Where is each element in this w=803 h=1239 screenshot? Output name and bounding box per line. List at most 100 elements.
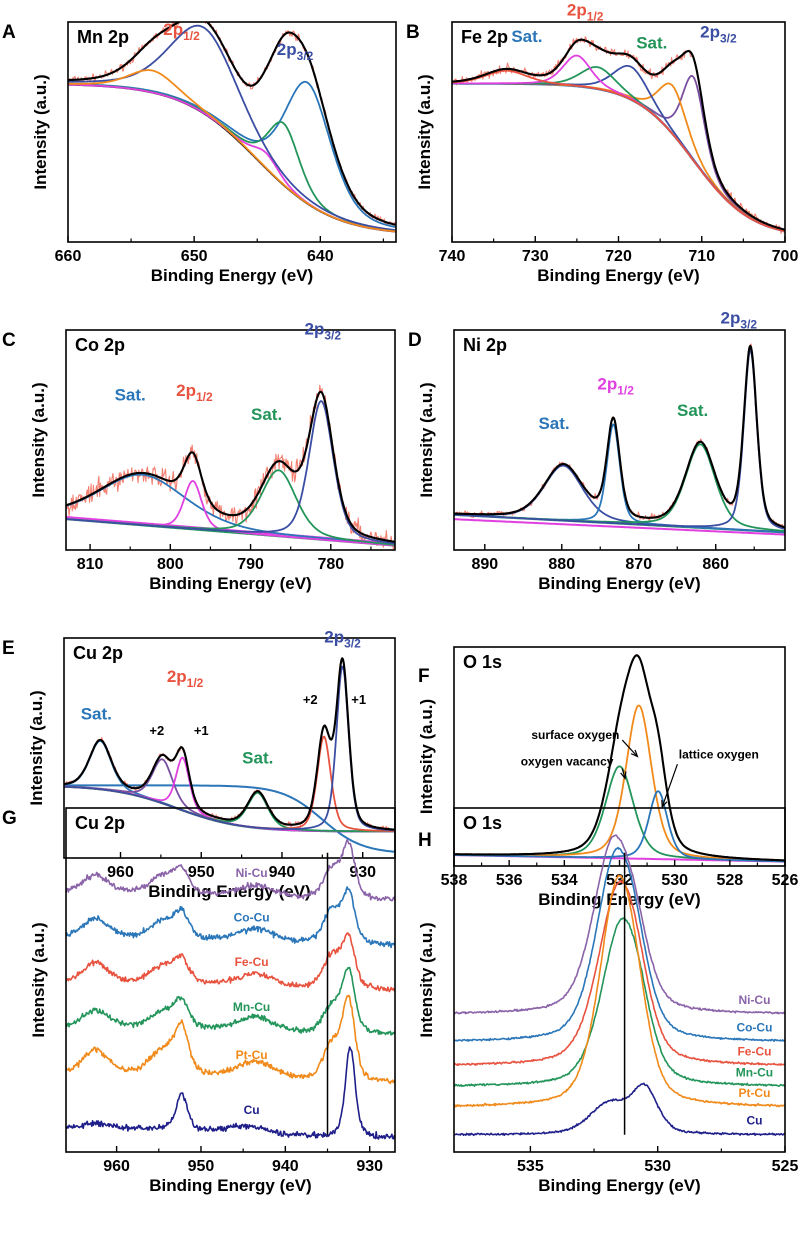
- y-axis-label: Intensity (a.u.): [31, 74, 50, 189]
- y-axis-label: Intensity (a.u.): [417, 922, 436, 1037]
- peak-annotation: Sat.: [81, 704, 112, 723]
- annotation-text: +2: [149, 723, 164, 738]
- annotation-subscript: 3/2: [297, 49, 314, 63]
- peak-4-line: [454, 349, 785, 530]
- panel-label: G: [2, 808, 17, 829]
- panel-label: B: [406, 22, 420, 43]
- annotation-subscript: 1/2: [587, 9, 604, 23]
- x-tick-label: 860: [702, 556, 729, 573]
- annotation-text: 2p: [305, 319, 325, 338]
- annotation-subscript: 3/2: [344, 636, 361, 650]
- x-tick-label: 535: [517, 1158, 544, 1175]
- peak-annotation: Sat.: [511, 27, 542, 46]
- x-axis-label: Binding Energy (eV): [538, 574, 700, 593]
- plot-area: [452, 36, 785, 234]
- x-tick-label: 730: [522, 248, 549, 265]
- peak-2-line: [68, 83, 396, 232]
- x-tick-label: 528: [716, 872, 743, 889]
- x-tick-label: 740: [439, 248, 466, 265]
- peak-annotation: Sat.: [251, 405, 282, 424]
- annotation-subscript: 1/2: [183, 29, 200, 43]
- legend-pt-cu: Pt-Cu: [738, 1086, 770, 1100]
- spectrum-co-cu: [454, 846, 785, 1042]
- annotation-arrow: [621, 739, 638, 757]
- legend-co-cu: Co-Cu: [234, 911, 270, 925]
- peak-vacancy-line: [454, 765, 785, 863]
- annotation-text: Sat.: [242, 748, 273, 767]
- peak-annotation: Sat.: [538, 414, 569, 433]
- x-tick-label: 940: [269, 864, 296, 881]
- annotation-text: +1: [194, 723, 209, 738]
- x-tick-label: 880: [548, 556, 575, 573]
- peak-lattice-line: [454, 790, 785, 863]
- x-axis-label: Binding Energy (eV): [149, 1176, 311, 1195]
- peak-annotation: lattice oxygen: [679, 748, 759, 762]
- panel-title: O 1s: [463, 813, 502, 833]
- spectrum-fe-cu: [454, 879, 785, 1066]
- plot-frame: [65, 329, 396, 551]
- panel-title: Fe 2p: [461, 27, 508, 47]
- peak-6-line: [64, 665, 395, 832]
- peak-annotation: 2p1/2: [163, 20, 200, 43]
- x-tick-label: 534: [551, 872, 578, 889]
- background-line: [68, 83, 396, 233]
- annotation-text: 2p: [176, 381, 196, 400]
- peak-annotation: 2p1/2: [567, 0, 604, 23]
- annotation-text: Sat.: [677, 401, 708, 420]
- peak-annotation: +2: [149, 723, 164, 738]
- panel-label: A: [2, 22, 16, 43]
- plot-area: [68, 22, 396, 233]
- panel-b: B Fe 2p 740 730 720 710 700 Binding Energy (eV)…: [406, 0, 798, 285]
- peak-annotation: +1: [194, 723, 209, 738]
- spectrum-cu: [66, 1046, 395, 1140]
- peak-1-line: [68, 80, 396, 229]
- legend-ni-cu: Ni-Cu: [236, 866, 268, 880]
- annotation-subscript: 3/2: [324, 328, 341, 342]
- fit-envelope: [66, 390, 395, 543]
- x-tick-label: 930: [349, 864, 376, 881]
- y-axis-label: Intensity (a.u.): [417, 382, 436, 497]
- plot-area: [66, 384, 395, 550]
- annotation-text: lattice oxygen: [679, 748, 759, 762]
- annotation-text: 2p: [597, 374, 617, 393]
- annotation-subscript: 3/2: [720, 31, 737, 45]
- annotation-subscript: 1/2: [617, 383, 634, 397]
- peak-annotation: Sat.: [242, 748, 273, 767]
- plot-frame: [67, 21, 397, 243]
- peak-annotation: 2p3/2: [721, 308, 758, 331]
- annotation-text: 2p: [163, 20, 183, 39]
- peak-1-line: [66, 473, 395, 546]
- background-2-line: [454, 518, 785, 536]
- annotation-text: 2p: [700, 22, 720, 41]
- arrow-head: [661, 799, 668, 809]
- legend-co-cu: Co-Cu: [736, 1021, 772, 1035]
- peak-annotation: 2p1/2: [597, 374, 634, 397]
- legend-fe-cu: Fe-Cu: [235, 955, 269, 969]
- annotation-text: Sat.: [251, 405, 282, 424]
- legend-cu: Cu: [244, 1103, 260, 1117]
- annotation-arrow: [621, 768, 626, 779]
- legend-mn-cu: Mn-Cu: [233, 1000, 270, 1014]
- x-tick-label: 870: [625, 556, 652, 573]
- annotation-text: Sat.: [81, 704, 112, 723]
- legend-cu: Cu: [746, 1113, 762, 1127]
- peak-annotation: 2p3/2: [277, 40, 314, 63]
- plot-frame: [65, 807, 396, 1153]
- x-tick-label: 930: [356, 1158, 383, 1175]
- spectrum-fe-cu: [66, 932, 395, 993]
- panel-title: Cu 2p: [75, 813, 125, 833]
- annotation-text: Sat.: [538, 414, 569, 433]
- x-tick-label: 950: [188, 1158, 215, 1175]
- plot-area: [64, 657, 395, 853]
- x-tick-label: 700: [772, 248, 799, 265]
- x-tick-label: 810: [77, 556, 104, 573]
- background-line: [452, 82, 785, 233]
- peak-5-line: [68, 69, 396, 233]
- x-tick-label: 780: [317, 556, 344, 573]
- plot-area: [454, 343, 785, 536]
- peak-annotation: surface oxygen: [531, 728, 619, 742]
